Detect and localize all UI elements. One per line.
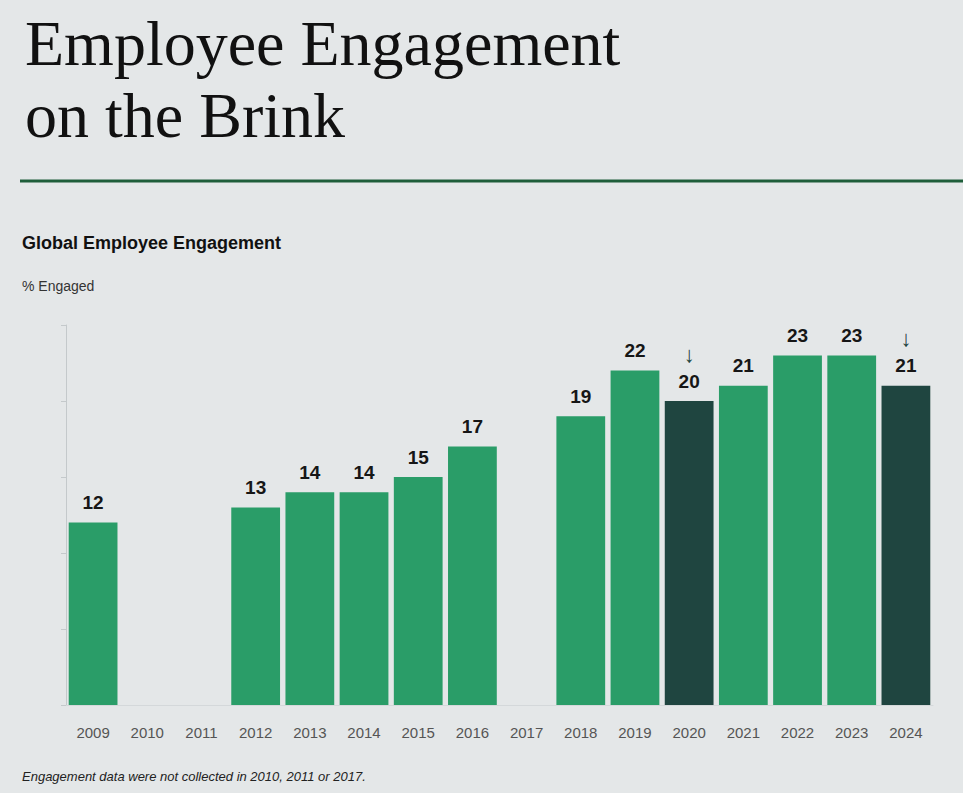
svg-text:19: 19 <box>570 386 591 407</box>
svg-text:Employee Engagement: Employee Engagement <box>25 8 636 79</box>
svg-text:2021: 2021 <box>727 724 760 741</box>
svg-text:2009: 2009 <box>76 724 109 741</box>
svg-text:17: 17 <box>462 416 483 437</box>
svg-text:Global Employee Engagement: Global Employee Engagement <box>22 233 281 253</box>
svg-text:↓: ↓ <box>900 326 911 351</box>
svg-text:2022: 2022 <box>781 724 814 741</box>
svg-text:2011: 2011 <box>185 724 217 741</box>
svg-text:2016: 2016 <box>456 724 489 741</box>
svg-text:2020: 2020 <box>672 724 705 741</box>
svg-text:14: 14 <box>353 462 375 483</box>
svg-text:15: 15 <box>408 447 430 468</box>
svg-text:↓: ↓ <box>684 342 695 367</box>
svg-text:% Engaged: % Engaged <box>22 278 94 294</box>
svg-text:on the Brink: on the Brink <box>25 80 345 151</box>
svg-text:12: 12 <box>83 492 104 513</box>
svg-text:21: 21 <box>895 355 917 376</box>
svg-text:2017: 2017 <box>510 724 543 741</box>
svg-text:2013: 2013 <box>293 724 326 741</box>
svg-text:2015: 2015 <box>402 724 435 741</box>
svg-text:22: 22 <box>624 340 645 361</box>
svg-text:2019: 2019 <box>618 724 651 741</box>
svg-text:Engagement data were not colle: Engagement data were not collected in 20… <box>22 769 366 784</box>
svg-text:2018: 2018 <box>564 724 597 741</box>
svg-text:2014: 2014 <box>347 724 380 741</box>
svg-text:14: 14 <box>299 462 321 483</box>
svg-text:2024: 2024 <box>889 724 922 741</box>
svg-text:2010: 2010 <box>131 724 164 741</box>
svg-text:23: 23 <box>841 325 862 346</box>
svg-text:21: 21 <box>733 355 755 376</box>
svg-text:2012: 2012 <box>239 724 272 741</box>
svg-text:13: 13 <box>245 477 266 498</box>
svg-text:20: 20 <box>679 371 700 392</box>
svg-text:2023: 2023 <box>835 724 868 741</box>
svg-text:23: 23 <box>787 325 808 346</box>
